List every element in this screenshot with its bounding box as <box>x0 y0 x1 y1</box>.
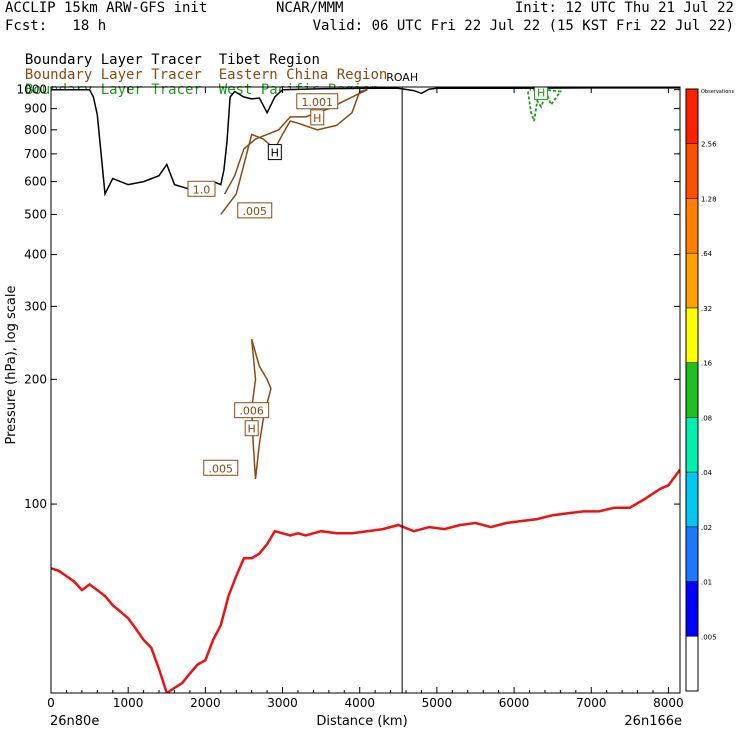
contour-label-5: H <box>271 147 279 160</box>
colorbar-swatch-4 <box>685 417 699 473</box>
contour-label-box-3 <box>237 202 273 219</box>
colorbar-swatch-8 <box>685 198 699 254</box>
colorbar-label-2: .02 <box>701 524 712 532</box>
terrain-fill <box>51 87 680 693</box>
contour-label-box-6 <box>310 109 325 126</box>
contour-label-0: .005 <box>209 462 234 475</box>
colorbar-swatch-6 <box>685 307 699 363</box>
title-center: NCAR/MMM <box>276 0 344 16</box>
x-tick-label-4: 4000 <box>344 696 375 710</box>
start-label: 26n80e <box>50 714 99 729</box>
contour-label-box-1 <box>244 420 259 437</box>
y-tick-label-3: 400 <box>24 248 47 262</box>
terrain-line <box>51 87 680 197</box>
forecast-hour: Fcst: 18 h <box>5 18 107 34</box>
legend-tibet: Boundary Layer Tracer Tibet Region <box>8 36 320 68</box>
y-tick-label-7: 800 <box>24 123 47 137</box>
title-left: ACCLIP 15km ARW-GFS init <box>5 0 208 16</box>
colorbar-label-7: .64 <box>701 250 713 258</box>
legend-eastern-china-region: Eastern China Region <box>218 67 388 83</box>
y-tick-label-0: 100 <box>24 497 47 511</box>
colorbar-label-4: .08 <box>701 414 712 422</box>
contour-label-3: .005 <box>242 205 267 218</box>
x-tick-label-8: 8000 <box>653 696 684 710</box>
y-tick-label-2: 300 <box>24 299 47 313</box>
colorbar-swatch-10 <box>685 88 699 144</box>
x-axis-label: Distance (km) <box>316 714 407 729</box>
contour-label-6: H <box>313 112 321 125</box>
colorbar-swatch-7 <box>685 252 699 309</box>
colorbar-frame <box>685 88 699 692</box>
contour-label-4: 1.0 <box>193 183 211 196</box>
axes: ROAH 0 1000 2000 3000 4000 5000 6000 7000 8000 100… <box>16 71 683 710</box>
colorbar-label-0: .005 <box>701 633 717 641</box>
x-tick-label-0: 0 <box>47 696 55 710</box>
roah-marker-label: ROAH <box>386 71 418 84</box>
x-tick-label-6: 6000 <box>499 696 530 710</box>
colorbar-label-5: .16 <box>701 360 713 368</box>
end-label: 26n166e <box>624 714 682 729</box>
colorbar-label-6: .32 <box>701 305 712 313</box>
y-axis-label: Pressure (hPa), log scale <box>4 286 19 445</box>
eastern-china-contour-lower <box>220 88 368 215</box>
colorbar-swatch-0 <box>685 636 699 692</box>
tropopause-line <box>51 469 680 693</box>
colorbar-label-9: 2.56 <box>701 141 717 149</box>
colorbar-swatch-1 <box>685 581 699 637</box>
y-tick-label-6: 700 <box>24 147 47 161</box>
colorbar-swatch-3 <box>685 471 699 528</box>
x-tick-label-1: 1000 <box>113 696 144 710</box>
contour-label-box-4 <box>187 180 216 197</box>
legend-tibet-region: Tibet Region <box>218 52 320 68</box>
contour-label-2: .006 <box>239 405 264 418</box>
x-tick-label-7: 7000 <box>576 696 607 710</box>
contour-label-8: H <box>537 86 545 99</box>
x-tick-label-2: 2000 <box>190 696 221 710</box>
contour-label-box-0 <box>203 459 239 476</box>
y-tick-label-4: 500 <box>24 207 47 221</box>
colorbar-label-3: .04 <box>701 469 713 477</box>
contour-label-box-8 <box>534 87 549 100</box>
line-layer: .005 H .006 .005 1.0 H H 1.001 H <box>51 86 680 693</box>
plot-frame <box>50 86 681 694</box>
colorbar-label-8: 1.28 <box>701 195 717 203</box>
y-tick-label-8: 900 <box>24 102 47 116</box>
x-tick-label-5: 5000 <box>422 696 453 710</box>
colorbar-swatch-2 <box>685 526 699 582</box>
y-tick-label-9: 1000 <box>16 83 47 97</box>
x-tick-label-3: 3000 <box>267 696 298 710</box>
valid-time: Valid: 06 UTC Fri 22 Jul 22 (15 KST Fri … <box>312 18 734 34</box>
legend-eastern-china: Boundary Layer Tracer Eastern China Regi… <box>8 51 387 83</box>
y-tick-label-1: 200 <box>24 372 47 386</box>
legend-eastern-china-prefix: Boundary Layer Tracer <box>24 67 202 83</box>
colorbar-label-1: .01 <box>701 579 712 587</box>
legend-tibet-prefix: Boundary Layer Tracer <box>24 52 202 68</box>
colorbar: .005 .01 .02 .04 .08 .16 .32 .64 1.28 2.56 Observa… <box>685 88 734 692</box>
colorbar-label-10: Observations <box>701 89 734 95</box>
contour-label-box-7 <box>296 93 339 110</box>
colorbar-swatch-9 <box>685 143 699 199</box>
colorbar-swatch-5 <box>685 362 699 418</box>
contour-label-7: 1.001 <box>302 96 334 109</box>
contour-label-1: H <box>248 423 256 436</box>
y-tick-label-5: 600 <box>24 175 47 189</box>
contour-label-box-2 <box>234 402 270 419</box>
init-time: Init: 12 UTC Thu 21 Jul 22 <box>514 0 734 16</box>
contour-label-box-5 <box>267 144 282 161</box>
